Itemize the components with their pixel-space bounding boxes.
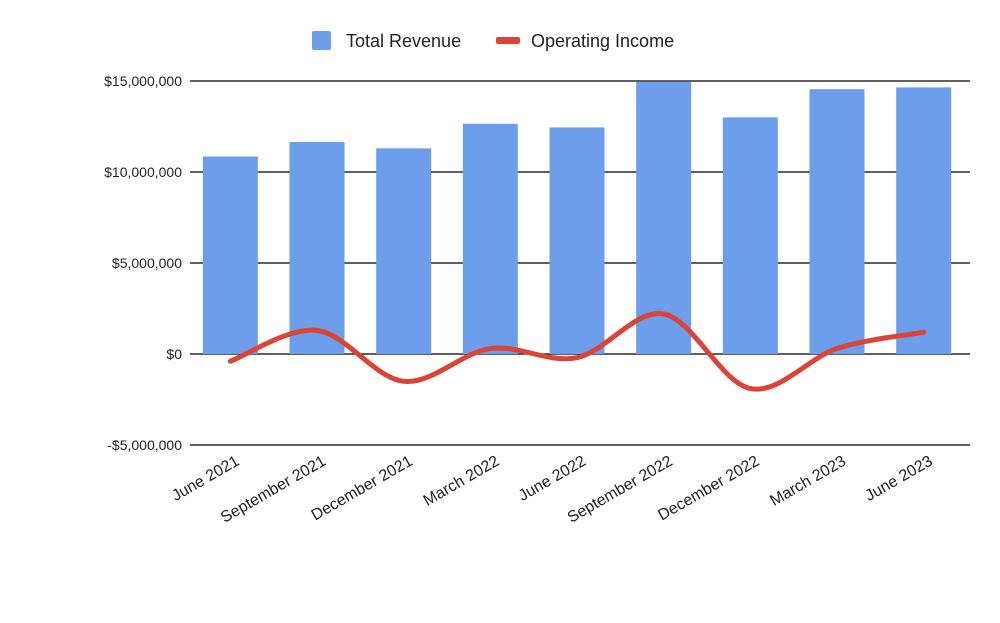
bars	[203, 82, 951, 354]
revenue-bar	[550, 127, 605, 354]
legend-label: Operating Income	[531, 31, 674, 51]
legend: Total Revenue Operating Income	[312, 31, 674, 51]
legend-swatch	[496, 37, 520, 44]
legend-swatch	[312, 31, 331, 50]
x-tick-label: June 2021	[169, 453, 242, 505]
revenue-bar	[896, 87, 951, 354]
revenue-bar	[376, 148, 431, 354]
x-tick-label: March 2023	[767, 453, 849, 510]
revenue-bar	[463, 124, 518, 354]
revenue-bar	[810, 89, 865, 354]
revenue-bar	[290, 142, 345, 354]
legend-label: Total Revenue	[346, 31, 461, 51]
revenue-bar	[203, 157, 258, 354]
revenue-bar	[723, 117, 778, 354]
y-tick-label: -$5,000,000	[107, 437, 182, 453]
y-tick-label: $15,000,000	[104, 73, 182, 89]
x-tick-label: March 2022	[421, 453, 503, 510]
y-tick-label: $5,000,000	[112, 255, 182, 271]
y-tick-label: $0	[166, 346, 182, 362]
legend-item: Total Revenue	[312, 31, 461, 51]
x-tick-label: June 2022	[516, 453, 589, 505]
y-tick-label: $10,000,000	[104, 164, 182, 180]
legend-item: Operating Income	[496, 31, 674, 51]
x-tick-label: June 2023	[862, 453, 935, 505]
